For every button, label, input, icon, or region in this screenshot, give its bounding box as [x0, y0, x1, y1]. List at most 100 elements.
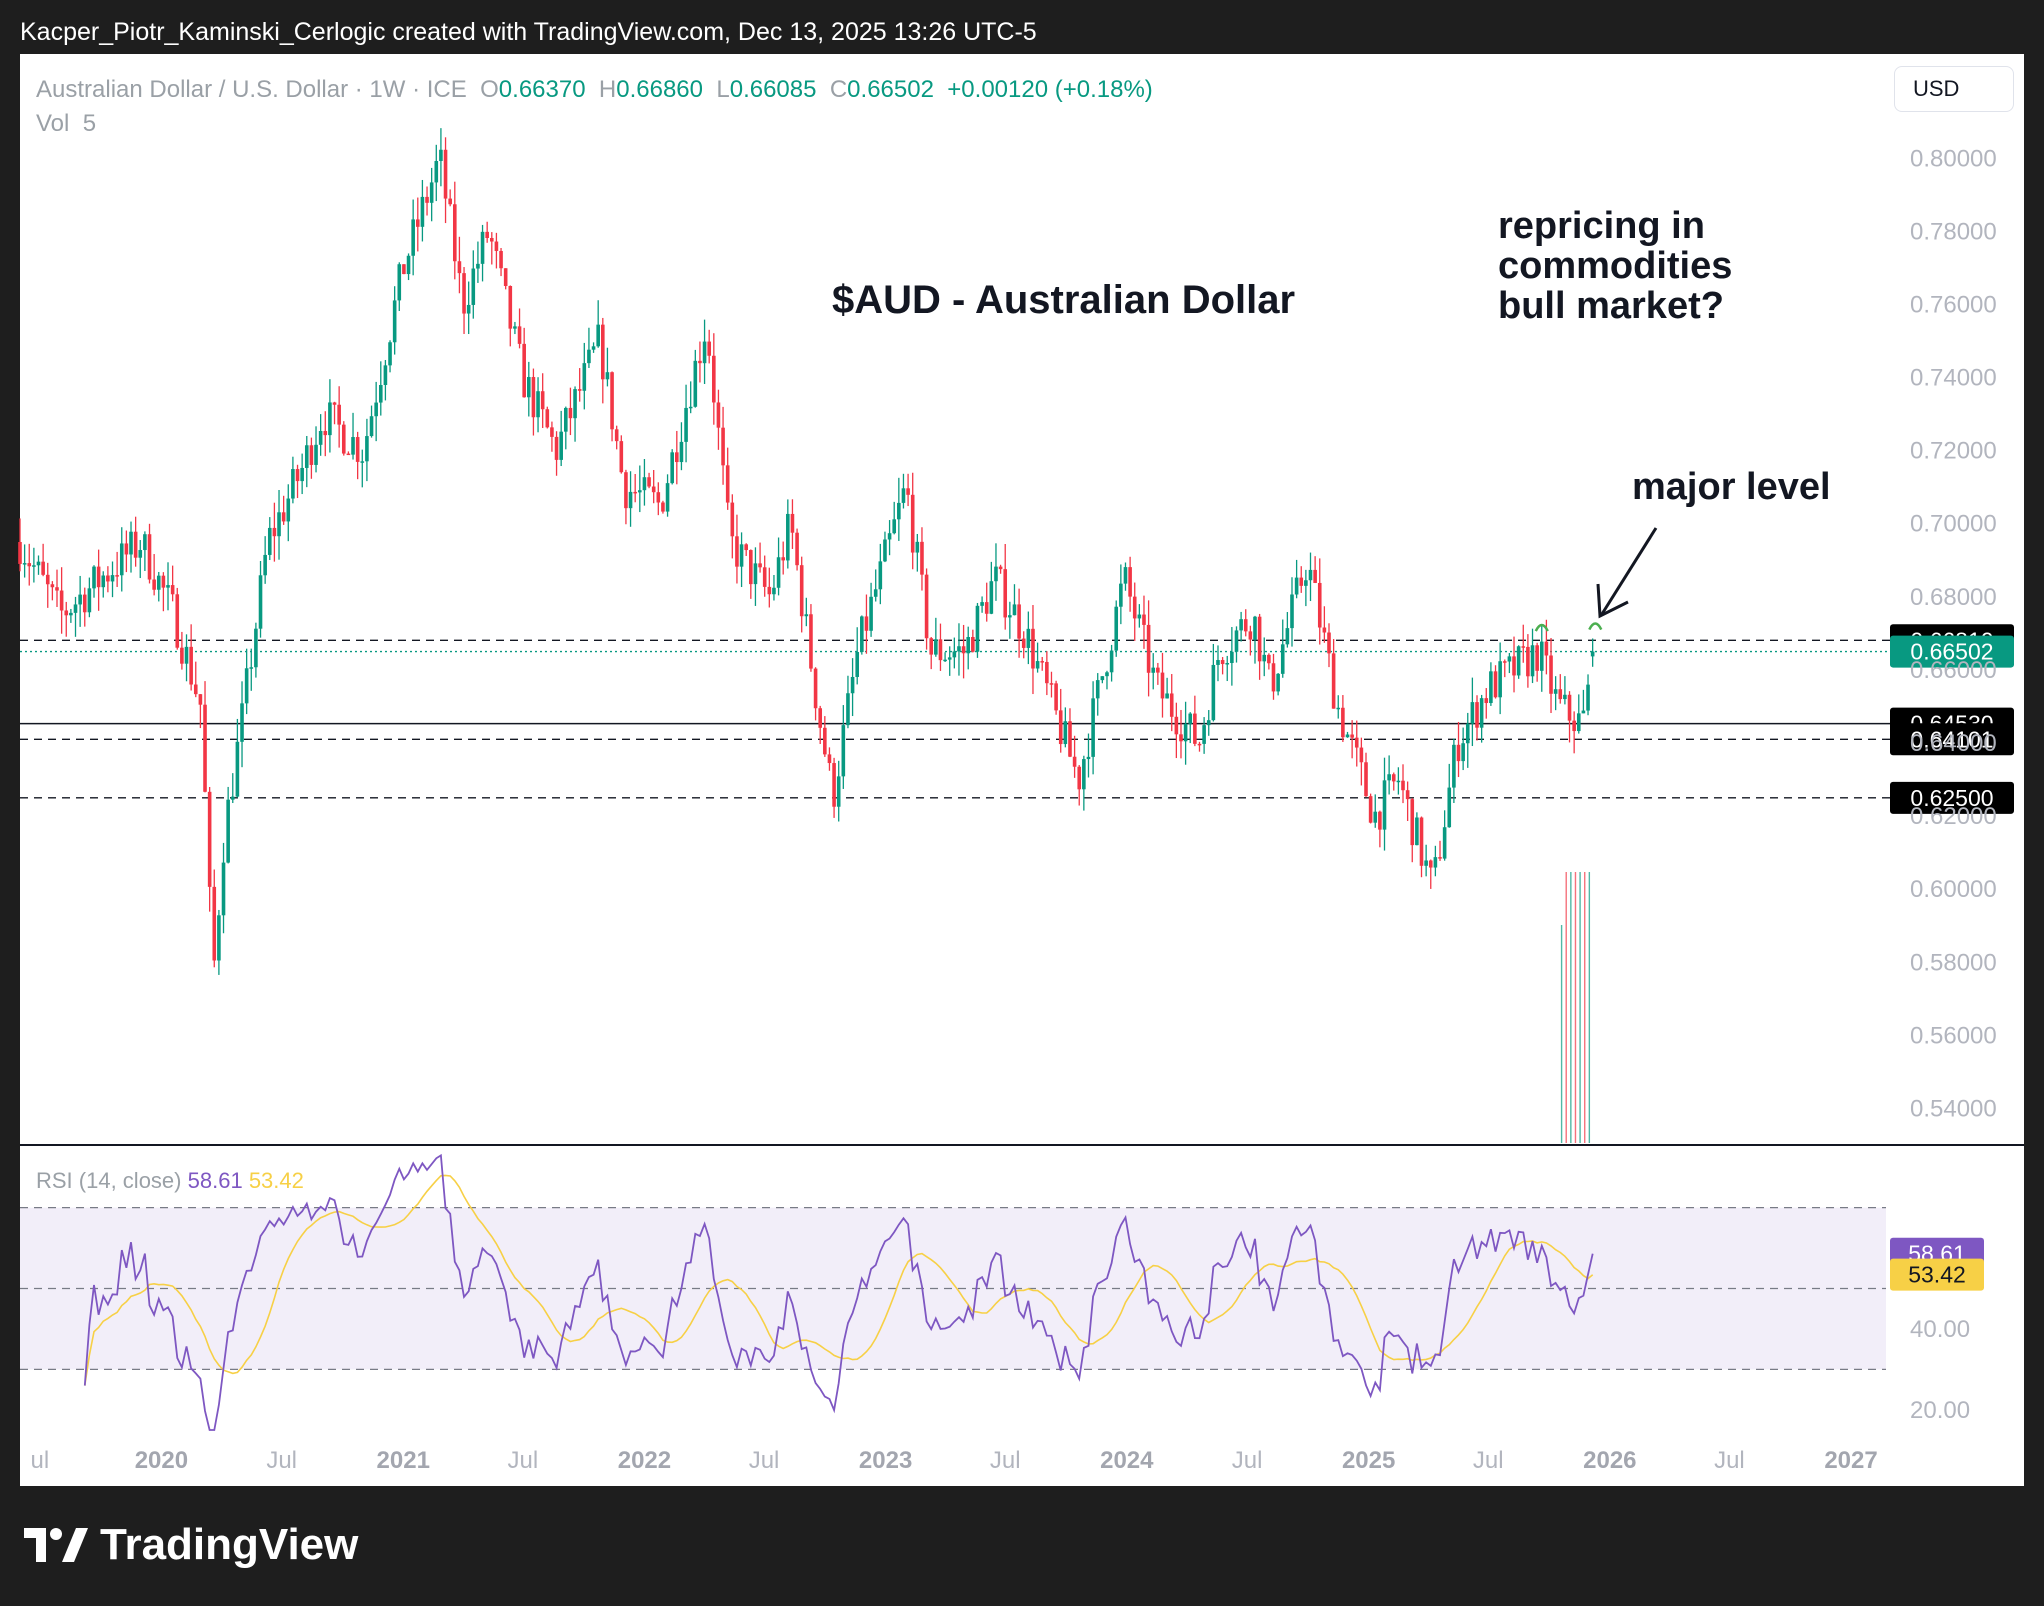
price-axis-tick: 0.74000 — [1910, 365, 1997, 392]
candle-body — [1234, 630, 1239, 652]
candle-body — [651, 486, 656, 493]
candle-body — [1493, 671, 1498, 698]
candle-body — [513, 326, 517, 329]
candle-body — [910, 494, 915, 553]
candle-body — [1271, 663, 1276, 692]
candle-body — [170, 585, 175, 595]
open-value: 0.66370 — [498, 76, 586, 103]
candle-body — [582, 363, 587, 391]
candle-body — [614, 429, 619, 442]
candle-body — [323, 430, 328, 436]
candle-body — [221, 862, 226, 916]
price-level-badge — [1890, 635, 2014, 668]
peak-marker — [1588, 622, 1603, 631]
candle-body — [573, 389, 577, 419]
candle-body — [1512, 656, 1516, 676]
candle-body — [684, 407, 688, 442]
high-value: 0.66860 — [616, 76, 704, 103]
candle-body — [1262, 654, 1267, 662]
candle-body — [1539, 641, 1544, 671]
candle-body — [1544, 641, 1549, 656]
candle-body — [244, 668, 249, 704]
candle-body — [1091, 698, 1095, 757]
candle-body — [758, 563, 762, 568]
candle-body — [1040, 661, 1045, 663]
time-axis-tick: 2020 — [135, 1447, 188, 1474]
candle-body — [425, 196, 429, 203]
candle-body — [452, 204, 457, 262]
candle-body — [906, 488, 910, 495]
candle-body — [1156, 667, 1160, 673]
price-axis-tick: 0.76000 — [1910, 291, 1997, 318]
candle-body — [836, 776, 841, 807]
candle-body — [207, 791, 212, 887]
price-level-label: 0.62500 — [1910, 785, 1993, 811]
candle-body — [138, 550, 143, 558]
candle-body — [1206, 720, 1211, 726]
candle-body — [693, 360, 698, 407]
candle-body — [735, 536, 739, 567]
candle-body — [804, 614, 809, 617]
symbol-legend: Australian Dollar / U.S. Dollar · 1W · I… — [36, 76, 1153, 104]
candle-body — [1475, 702, 1479, 728]
candle-body — [337, 404, 341, 425]
candle-body — [369, 416, 374, 437]
candle-body — [115, 575, 119, 577]
repricing-annotation: repricing in commodities bull market? — [1498, 206, 1732, 326]
candle-body — [328, 402, 332, 436]
candle-body — [402, 264, 406, 275]
candle-body — [1054, 683, 1058, 711]
candle-body — [772, 587, 776, 595]
candle-body — [1479, 698, 1484, 728]
repricing-line-3: bull market? — [1498, 285, 1724, 327]
rsi-axis-tick: 40.00 — [1910, 1316, 1970, 1343]
candle-body — [924, 574, 929, 639]
candle-body — [503, 268, 508, 286]
candle-body — [87, 588, 92, 613]
candle-body — [559, 431, 563, 460]
candle-body — [730, 502, 735, 537]
price-axis-tick: 0.62000 — [1910, 803, 1997, 830]
candle-body — [1401, 780, 1405, 791]
candle-body — [1299, 577, 1304, 586]
candle-body — [1456, 744, 1461, 762]
candle-body — [1553, 689, 1558, 694]
tradingview-logo[interactable]: TradingView — [24, 1520, 358, 1570]
candle-body — [1211, 664, 1216, 721]
candle-body — [841, 725, 846, 777]
time-axis-tick: Jul — [1714, 1447, 1745, 1474]
candle-body — [1322, 627, 1327, 633]
candle-body — [304, 445, 309, 468]
candle-body — [1507, 656, 1512, 662]
candle-body — [1530, 645, 1535, 677]
candle-body — [1165, 693, 1169, 699]
time-axis-tick: 2023 — [859, 1447, 912, 1474]
candle-body — [934, 639, 938, 655]
candle-body — [1387, 774, 1391, 781]
price-level-badge — [1890, 781, 2014, 814]
candle-body — [887, 533, 892, 540]
candle-body — [1345, 734, 1350, 738]
major-level-annotation: major level — [1632, 466, 1831, 508]
candle-body — [1077, 766, 1082, 790]
candle-body — [73, 604, 78, 613]
chart-title-annotation: $AUD - Australian Dollar — [832, 278, 1296, 322]
candle-body — [1035, 661, 1040, 669]
candle-body — [1169, 693, 1174, 717]
candle-body — [392, 300, 397, 343]
candle-body — [314, 444, 318, 465]
candle-body — [1424, 860, 1428, 866]
candle-body — [642, 477, 647, 491]
currency-button[interactable]: USD — [1894, 66, 2014, 112]
candle-body — [540, 391, 545, 410]
candle-body — [846, 693, 850, 726]
rsi-legend-value: 58.61 — [187, 1168, 243, 1193]
candle-body — [1317, 582, 1322, 628]
candle-body — [78, 594, 82, 605]
candle-body — [1415, 817, 1419, 846]
candle-body — [531, 377, 536, 418]
symbol-name: Australian Dollar / U.S. Dollar · 1W · I… — [36, 76, 467, 103]
candle-body — [346, 453, 351, 456]
candle-body — [591, 346, 596, 350]
